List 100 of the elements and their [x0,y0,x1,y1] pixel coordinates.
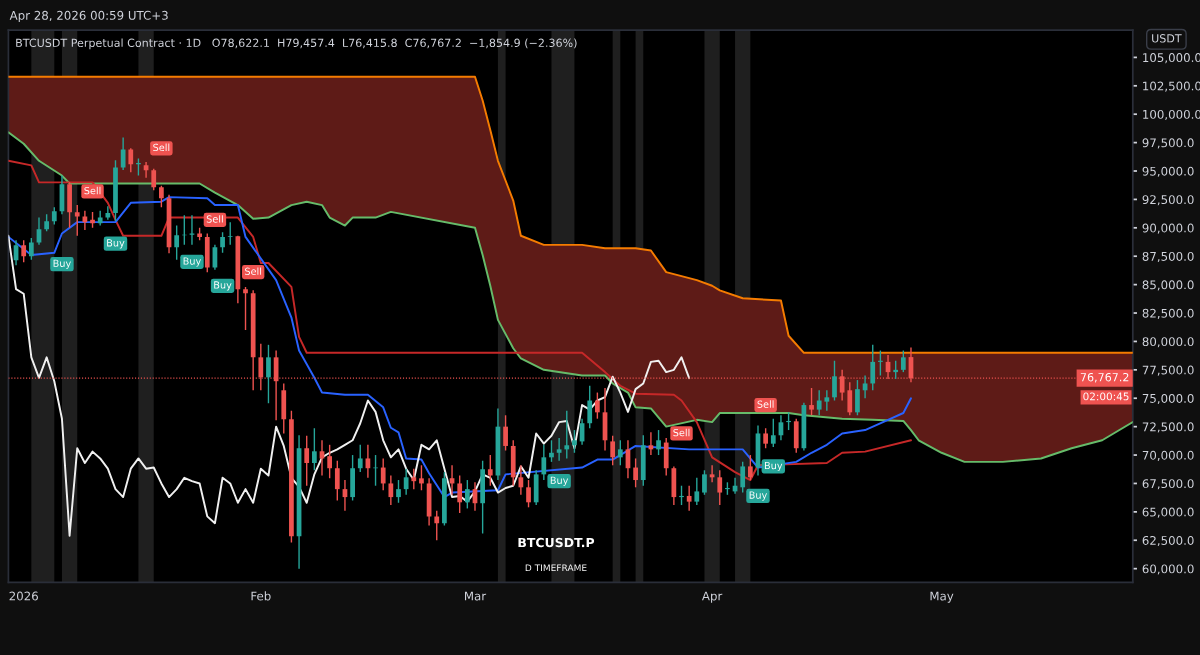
candlestick [855,379,860,416]
candlestick [97,210,103,227]
candlestick [526,479,531,509]
candlestick [686,485,692,512]
candlestick [541,444,547,481]
y-tick-label: 77,500.0 [1142,365,1194,376]
x-tick-label: Apr [701,591,723,603]
candlestick [174,224,180,261]
candlestick [740,461,746,494]
candlestick [893,360,899,380]
candlestick [816,389,822,416]
y-tick-label: 60,000.0 [1142,564,1194,575]
candlestick [334,460,340,502]
candlestick [120,136,126,171]
candlestick [549,439,554,463]
y-tick-label: 72,500.0 [1142,422,1194,433]
annotation: Sell [757,400,774,408]
candlestick [717,469,723,506]
candlestick [487,454,493,487]
annotation: Sell [153,143,170,152]
candlestick [159,185,164,209]
candlestick [419,464,424,491]
annotation: Sell [206,215,223,223]
candlestick [763,427,769,449]
candlestick [824,389,830,412]
y-axis-title: USDT [1152,34,1182,43]
y-tick-label: 87,500.0 [1142,251,1194,263]
candlestick [610,435,616,466]
y-tick-label: 95,000.0 [1142,166,1194,177]
y-tick-label: 75,000.0 [1142,393,1194,405]
annotation: Sell [673,428,690,437]
candlestick [434,510,440,541]
annotation: Buy [53,259,71,269]
annotation: Buy [214,281,232,291]
line-series [8,196,912,499]
candlestick [457,474,463,514]
candlestick [770,417,776,448]
y-tick-label: 97,500.0 [1142,138,1194,149]
annotation: Sell [84,186,101,195]
candlestick [595,391,600,420]
annotation: 02:00:45 [1083,392,1129,401]
candlestick [900,349,906,373]
candlestick [21,239,27,264]
x-tick-label: May [930,591,954,603]
x-tick-label: Mar [465,591,487,601]
candlestick [327,444,333,479]
x-tick-label: 2026 [9,591,38,601]
line-series [8,234,691,537]
candlestick [679,485,684,506]
candlestick [617,439,623,466]
candlestick [304,435,310,487]
candlestick [411,467,417,490]
candlestick [227,221,233,246]
annotation: Buy [183,257,201,267]
annotation: Buy [749,491,767,501]
x-tick-label: Feb [251,591,271,601]
line-series [8,75,1133,354]
candlestick [572,429,577,454]
annotation: Buy [107,239,125,249]
y-tick-label: 82,500.0 [1142,308,1194,319]
candlestick [151,168,157,192]
candlestick [656,429,661,456]
y-tick-label: 62,500.0 [1142,535,1194,547]
candlestick [105,205,111,221]
y-tick-label: 90,000.0 [1142,223,1194,234]
candlestick [870,344,876,391]
candlestick [380,457,386,491]
candlestick [587,385,593,429]
candlestick [564,410,570,460]
candlestick [266,344,271,404]
annotation: BTCUSDT.P [518,537,595,548]
y-tick-label: 70,000.0 [1142,450,1194,461]
annotation: D TIMEFRAME [525,564,587,571]
annotation: Sell [245,267,262,275]
ref-line-label: 76,767.2 [1080,372,1129,383]
candlestick [847,381,853,416]
annotation: Buy [764,462,783,472]
candlestick [503,414,508,452]
chart-subtitle: Apr 28, 2026 00:59 UTC+3 [9,10,168,23]
candlestick [388,474,394,506]
candlestick [878,349,883,377]
candlestick [633,457,638,489]
candlestick [243,286,248,331]
y-tick-label: 67,500.0 [1142,479,1194,490]
candlestick [464,479,470,510]
candlestick [189,214,195,246]
y-tick-label: 92,500.0 [1142,195,1194,206]
candlestick [832,360,837,402]
candlestick [809,387,814,416]
candlestick [28,237,34,261]
y-tick-label: 80,000.0 [1142,337,1194,348]
y-tick-label: 85,000.0 [1142,280,1194,291]
candlestick [403,467,409,496]
text: BTCUSDT Perpetual Contract · 1D O78,622.1 H79,457.4 L76,415.8 C76,767.2 −1,854.9 (−2.36%) [16,38,577,50]
candlestick [128,147,134,173]
candlestick [220,231,225,254]
candlestick [357,444,363,473]
candlestick [694,477,700,506]
candlestick [396,479,401,504]
annotation: Buy [550,476,569,486]
